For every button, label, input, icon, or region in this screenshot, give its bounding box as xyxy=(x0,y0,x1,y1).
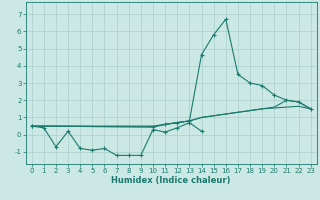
X-axis label: Humidex (Indice chaleur): Humidex (Indice chaleur) xyxy=(111,176,231,185)
